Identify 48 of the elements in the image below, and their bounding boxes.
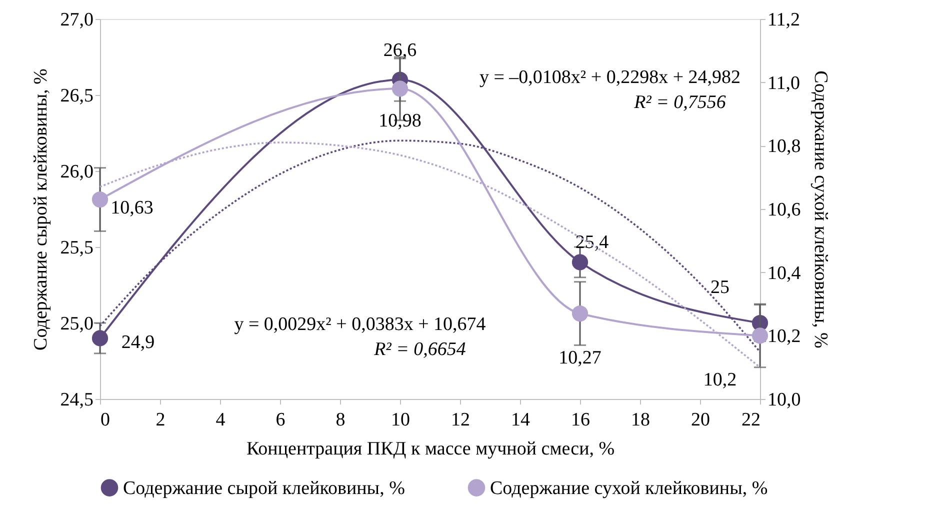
data-label: 25,4 (575, 232, 610, 254)
y-tick-label: 24,5 (60, 390, 94, 410)
y-axis-title: Содержание сырой клейковины, % (30, 68, 52, 350)
point (392, 80, 408, 97)
data-label: 10,63 (110, 198, 154, 218)
x-tick-label: 10 (391, 410, 410, 430)
legend-label: Содержание сухой клейковины, % (490, 478, 768, 499)
annotation: y = 0,0029x² + 0,0383x + 10,674 (234, 314, 486, 335)
x-tick-label: 20 (691, 410, 710, 430)
x-axis-title: Концентрация ПКД к массе мучной смеси, % (246, 438, 615, 460)
data-label: 10,27 (558, 348, 602, 368)
y-tick-label: 25,5 (60, 238, 94, 258)
x-tick-label: 4 (216, 410, 226, 430)
x-tick-label: 0 (100, 410, 110, 430)
data-label: 26,6 (383, 40, 417, 61)
data-label: 10,2 (703, 370, 737, 391)
legend-label: Содержание сырой клейковины, % (123, 478, 406, 499)
y-tick-label: 26,5 (60, 86, 94, 106)
y2-tick-label: 10,4 (768, 262, 802, 284)
data-label: 25 (710, 277, 730, 298)
x-tick-label: 6 (276, 410, 286, 430)
y2-tick-label: 11,0 (768, 72, 800, 94)
y2-tick-label: 11,2 (768, 10, 800, 30)
y2-axis-title: Содержание сухой клейковины, % (810, 70, 831, 348)
x-tick-label: 8 (336, 410, 346, 430)
y-tick-label: 26,0 (60, 162, 94, 182)
x-tick-label: 22 (742, 410, 760, 430)
point (572, 254, 588, 270)
data-label: 24,9 (121, 332, 155, 354)
annotation: R² = 0,7556 (633, 92, 726, 113)
y2-tick-label: 10,2 (768, 326, 801, 348)
x-tick-label: 2 (156, 410, 166, 430)
y-tick-label: 27,0 (60, 10, 94, 30)
point (92, 330, 108, 346)
y2-tick-label: 10,0 (768, 390, 801, 410)
annotation: R² = 0,6654 (373, 339, 466, 360)
y2-tick-label: 10,6 (768, 200, 801, 220)
point (752, 328, 768, 344)
annotation: y = –0,0108x² + 0,2298x + 24,982 (479, 67, 741, 88)
x-tick-label: 16 (571, 410, 590, 430)
point (572, 305, 588, 322)
point (92, 191, 108, 208)
x-tick-label: 18 (631, 410, 650, 430)
y2-tick-label: 10,8 (768, 136, 801, 158)
y-tick-label: 25,0 (60, 314, 94, 334)
data-label: 10,98 (378, 110, 422, 132)
x-tick-label: 12 (451, 410, 470, 430)
x-tick-label: 14 (511, 410, 530, 430)
